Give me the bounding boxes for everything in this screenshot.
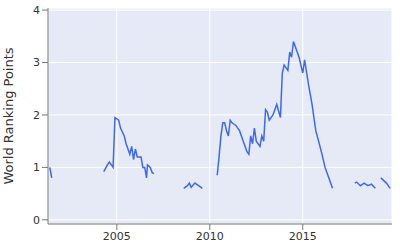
svg-text:1: 1 (33, 161, 40, 174)
svg-text:2015: 2015 (289, 230, 317, 243)
svg-text:4: 4 (33, 4, 40, 17)
svg-text:2010: 2010 (196, 230, 224, 243)
svg-text:0: 0 (33, 214, 40, 227)
svg-text:2005: 2005 (103, 230, 131, 243)
svg-text:3: 3 (33, 56, 40, 69)
svg-text:2: 2 (33, 109, 40, 122)
svg-text:World Ranking Points: World Ranking Points (8, 47, 16, 184)
